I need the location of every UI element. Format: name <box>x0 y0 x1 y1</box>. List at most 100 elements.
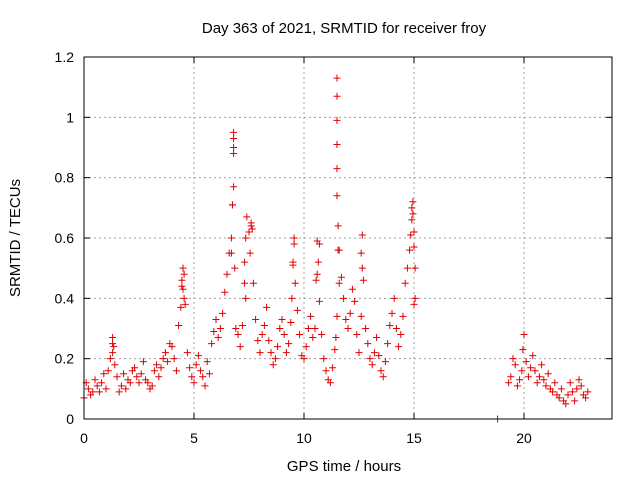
data-point <box>359 276 367 284</box>
data-point <box>409 210 417 218</box>
data-point <box>304 325 312 332</box>
data-point <box>230 144 238 151</box>
y-tick-label: 0.6 <box>55 230 75 246</box>
data-point <box>229 201 236 209</box>
data-point <box>291 279 299 287</box>
x-tick-label: 5 <box>190 430 198 446</box>
data-point <box>122 385 130 393</box>
data-point <box>333 165 341 173</box>
y-tick-label: 1 <box>66 109 74 125</box>
data-point <box>366 355 374 363</box>
data-point <box>348 285 356 293</box>
data-point <box>409 198 417 206</box>
data-point <box>555 394 563 402</box>
data-series-srmtid <box>80 74 592 423</box>
data-point <box>126 379 134 387</box>
data-point <box>335 246 343 254</box>
data-point <box>312 276 320 284</box>
data-point <box>335 279 343 287</box>
data-point <box>269 361 277 369</box>
data-point <box>408 216 416 224</box>
data-point <box>93 382 101 390</box>
data-point <box>117 382 125 390</box>
data-point <box>168 343 176 351</box>
data-point <box>282 349 290 357</box>
data-point <box>357 249 365 257</box>
data-point <box>131 364 139 372</box>
data-point <box>256 349 264 357</box>
x-axis: 0 5 10 15 20 <box>80 57 532 446</box>
data-point <box>287 318 295 326</box>
data-point <box>133 373 141 381</box>
data-point <box>246 249 254 257</box>
data-point <box>231 264 239 272</box>
data-point <box>289 258 297 266</box>
data-point <box>98 379 106 387</box>
data-point <box>242 294 250 302</box>
data-point <box>111 361 119 369</box>
data-point <box>358 264 366 272</box>
data-point <box>314 258 322 266</box>
data-point <box>362 325 370 332</box>
data-point <box>223 270 231 278</box>
data-point <box>104 367 112 375</box>
data-point <box>110 343 118 351</box>
y-tick-label: 0.8 <box>55 170 75 186</box>
data-point <box>351 297 359 305</box>
data-point <box>333 312 341 320</box>
data-point <box>408 204 416 212</box>
data-point <box>234 331 242 339</box>
data-point <box>194 352 202 360</box>
data-point <box>519 346 527 354</box>
data-point <box>568 388 576 396</box>
data-point <box>355 349 363 357</box>
data-point <box>199 373 207 381</box>
data-point <box>540 376 548 384</box>
data-point <box>178 276 186 284</box>
data-point <box>309 334 317 342</box>
data-point <box>318 331 326 339</box>
data-point <box>562 400 570 408</box>
data-point <box>120 370 128 378</box>
data-point <box>357 312 365 320</box>
data-point <box>535 373 543 381</box>
data-point <box>241 258 249 266</box>
data-point <box>529 352 537 360</box>
data-point <box>89 388 97 396</box>
data-point <box>221 288 229 296</box>
data-point <box>542 382 550 390</box>
data-point <box>230 128 238 136</box>
data-point <box>411 294 419 302</box>
data-point <box>334 222 342 230</box>
data-point <box>531 367 539 375</box>
data-point <box>181 300 189 308</box>
data-point <box>381 358 389 366</box>
data-point <box>192 361 200 369</box>
data-point <box>571 397 579 405</box>
data-point <box>575 376 583 384</box>
data-point <box>375 352 383 360</box>
data-point <box>260 321 268 329</box>
data-point <box>315 297 323 305</box>
data-point <box>230 134 238 142</box>
grid-lines <box>84 57 612 419</box>
data-point <box>236 343 244 351</box>
data-point <box>584 388 592 396</box>
data-point <box>333 92 341 100</box>
data-point <box>144 379 152 387</box>
data-point <box>538 361 546 369</box>
data-point <box>276 325 284 332</box>
y-tick-label: 0.4 <box>55 290 75 306</box>
data-point <box>326 379 334 387</box>
data-point <box>219 309 227 317</box>
data-point <box>227 234 235 242</box>
data-point <box>520 331 528 339</box>
data-point <box>410 300 418 308</box>
data-point <box>577 382 585 390</box>
data-point <box>232 325 240 332</box>
data-point <box>566 379 574 387</box>
data-point <box>511 361 519 369</box>
data-point <box>307 312 315 320</box>
data-point <box>241 279 249 287</box>
data-point <box>84 385 92 393</box>
